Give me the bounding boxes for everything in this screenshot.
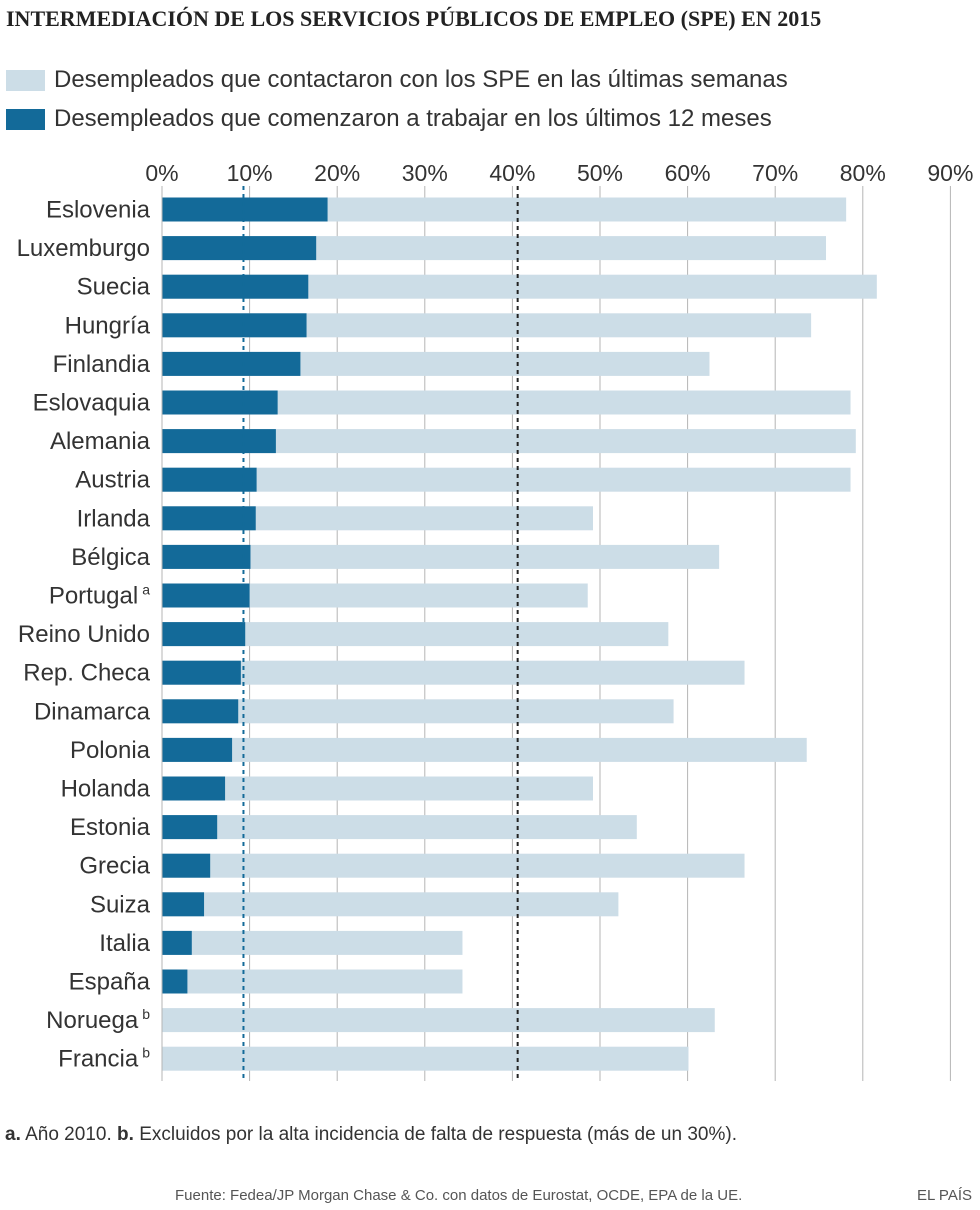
bar-contacted-9 bbox=[162, 544, 720, 569]
legend-label-started-work: Desempleados que comenzaron a trabajar e… bbox=[54, 105, 772, 132]
category-label-19: Italia bbox=[99, 930, 150, 957]
bar-contacted-21 bbox=[162, 1008, 715, 1033]
footnote: a. Año 2010. b. Excluidos por la alta in… bbox=[5, 1124, 737, 1146]
category-label-14: Polonia bbox=[70, 737, 151, 764]
publisher-brand: EL PAÍS bbox=[916, 1187, 972, 1204]
category-label-5: Eslovaquia bbox=[33, 390, 151, 417]
bar-started-work-7 bbox=[162, 467, 257, 492]
bar-started-work-9 bbox=[162, 544, 251, 569]
bar-started-work-10 bbox=[162, 583, 250, 608]
bar-started-work-12 bbox=[162, 660, 241, 685]
category-label-16: Estonia bbox=[70, 814, 151, 841]
category-label-12: Rep. Checa bbox=[23, 660, 150, 687]
bar-contacted-6 bbox=[162, 429, 856, 454]
bar-started-work-18 bbox=[162, 892, 205, 917]
x-tick-label-50: 50% bbox=[577, 160, 623, 186]
bar-started-work-2 bbox=[162, 274, 309, 299]
category-label-6: Alemania bbox=[50, 428, 151, 455]
footnote-b-marker: b. bbox=[117, 1124, 134, 1145]
category-label-18: Suiza bbox=[90, 891, 151, 918]
footnote-a-text: Año 2010. bbox=[25, 1124, 112, 1145]
category-label-22: Francia b bbox=[58, 1045, 150, 1073]
bar-started-work-19 bbox=[162, 930, 192, 955]
legend-item-contacted: Desempleados que contactaron con los SPE… bbox=[6, 65, 788, 95]
category-label-11: Reino Unido bbox=[18, 621, 150, 648]
source-note: Fuente: Fedea/JP Morgan Chase & Co. con … bbox=[175, 1187, 743, 1204]
category-label-2: Suecia bbox=[77, 274, 151, 301]
bar-started-work-15 bbox=[162, 776, 226, 801]
bar-started-work-4 bbox=[162, 351, 301, 376]
x-tick-label-70: 70% bbox=[752, 160, 798, 186]
category-label-17: Grecia bbox=[79, 853, 150, 880]
bar-started-work-5 bbox=[162, 390, 278, 415]
bar-contacted-7 bbox=[162, 467, 851, 492]
bar-contacted-16 bbox=[162, 815, 637, 840]
legend-swatch-contacted bbox=[6, 69, 45, 91]
bar-chart: 0% 10% 20% 30% 40% 50% 60% 70% 80% 90% Eslovenia Lu… bbox=[17, 160, 973, 1081]
category-label-7: Austria bbox=[75, 467, 150, 494]
legend-swatch-started-work bbox=[6, 108, 45, 130]
chart-title: INTERMEDIACIÓN DE LOS SERVICIOS PÚBLICOS… bbox=[6, 6, 822, 31]
category-label-21: Noruega b bbox=[46, 1006, 150, 1034]
bar-started-work-14 bbox=[162, 737, 233, 762]
bar-contacted-13 bbox=[162, 699, 674, 724]
bar-contacted-18 bbox=[162, 892, 619, 917]
category-label-20: España bbox=[69, 969, 151, 996]
bar-contacted-14 bbox=[162, 737, 807, 762]
footnote-b-text: Excluidos por la alta incidencia de falt… bbox=[139, 1124, 737, 1145]
bar-started-work-8 bbox=[162, 506, 256, 531]
bar-contacted-12 bbox=[162, 660, 745, 685]
x-tick-label-90: 90% bbox=[927, 160, 973, 186]
bar-started-work-13 bbox=[162, 699, 239, 724]
bar-started-work-1 bbox=[162, 236, 317, 261]
legend-label-contacted: Desempleados que contactaron con los SPE… bbox=[54, 66, 788, 93]
footnote-a-marker: a. bbox=[5, 1124, 21, 1145]
category-label-8: Irlanda bbox=[77, 505, 151, 532]
category-label-1: Luxemburgo bbox=[17, 235, 150, 262]
bar-started-work-11 bbox=[162, 622, 246, 647]
bar-contacted-22 bbox=[162, 1046, 689, 1071]
bar-contacted-19 bbox=[162, 930, 463, 955]
x-tick-label-20: 20% bbox=[314, 160, 360, 186]
category-label-9: Bélgica bbox=[71, 544, 150, 571]
category-label-3: Hungría bbox=[65, 312, 151, 339]
x-tick-label-60: 60% bbox=[665, 160, 711, 186]
category-label-15: Holanda bbox=[61, 776, 151, 803]
x-tick-label-0: 0% bbox=[145, 160, 178, 186]
legend-item-started-work: Desempleados que comenzaron a trabajar e… bbox=[6, 104, 772, 134]
x-tick-label-40: 40% bbox=[489, 160, 535, 186]
category-label-4: Finlandia bbox=[53, 351, 151, 378]
bar-contacted-20 bbox=[162, 969, 463, 994]
bar-started-work-20 bbox=[162, 969, 188, 994]
bar-started-work-16 bbox=[162, 815, 218, 840]
category-label-0: Eslovenia bbox=[46, 197, 151, 224]
x-tick-label-30: 30% bbox=[402, 160, 448, 186]
bar-started-work-0 bbox=[162, 197, 328, 222]
bar-started-work-6 bbox=[162, 429, 276, 454]
x-tick-label-80: 80% bbox=[840, 160, 886, 186]
category-label-13: Dinamarca bbox=[34, 698, 151, 725]
bar-started-work-3 bbox=[162, 313, 307, 338]
x-tick-label-10: 10% bbox=[227, 160, 273, 186]
bar-contacted-15 bbox=[162, 776, 593, 801]
category-label-10: Portugal a bbox=[49, 582, 150, 610]
bar-started-work-17 bbox=[162, 853, 211, 878]
bar-contacted-17 bbox=[162, 853, 745, 878]
bar-contacted-11 bbox=[162, 622, 669, 647]
